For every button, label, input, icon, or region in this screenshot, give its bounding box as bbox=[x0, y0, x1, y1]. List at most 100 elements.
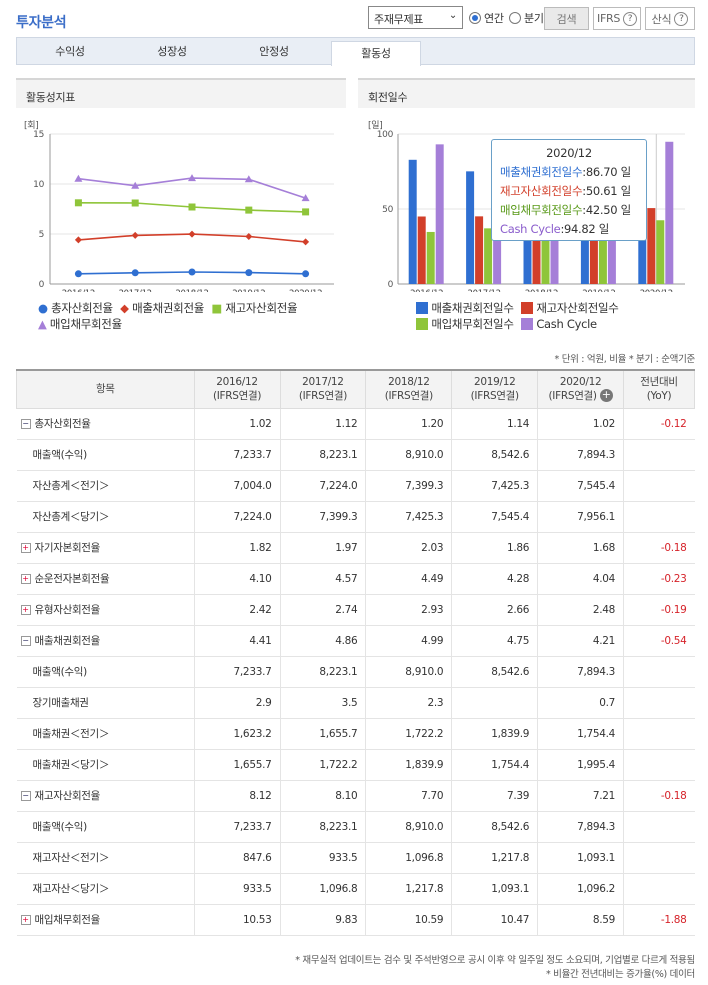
value-cell: 8,542.6 bbox=[451, 656, 538, 688]
row-label: 매출액(수익) bbox=[16, 811, 195, 843]
table-row: + 유형자산회전율 2.42 2.74 2.93 2.66 2.48 -0.19 bbox=[16, 594, 695, 626]
row-label-text: 자산총계＜전기＞ bbox=[32, 480, 110, 492]
units-note: * 단위 : 억원, 비율 * 분기 : 순액기준 bbox=[554, 354, 696, 365]
row-label: 장기매출채권 bbox=[16, 687, 195, 719]
x-tick-label: 2018/12 bbox=[525, 289, 558, 292]
value-cell: 0.7 bbox=[537, 687, 624, 719]
bar bbox=[475, 216, 484, 284]
tooltip-title: 2020/12 bbox=[546, 146, 592, 160]
legend-label: 매출채권회전율 bbox=[132, 301, 205, 315]
value-cell: 1.68 bbox=[537, 532, 624, 564]
data-point bbox=[74, 236, 82, 244]
value-cell: 1,754.4 bbox=[537, 718, 624, 750]
tab-bar: 수익성 성장성 안정성 활동성 bbox=[16, 37, 695, 66]
row-label: + 유형자산회전율 bbox=[16, 594, 195, 626]
value-cell: 4.57 bbox=[279, 563, 366, 595]
tab-stability[interactable]: 안정성 bbox=[259, 45, 289, 58]
bar bbox=[541, 232, 550, 284]
row-label-text: 매입채무회전율 bbox=[34, 914, 101, 926]
collapse-icon[interactable]: − bbox=[20, 419, 31, 429]
row-label-text: 유형자산회전율 bbox=[34, 604, 101, 616]
row-label-text: 총자산회전율 bbox=[34, 418, 91, 430]
value-cell: 1.02 bbox=[193, 408, 280, 440]
value-cell: 1,655.7 bbox=[193, 749, 280, 781]
row-label: 재고자산＜전기＞ bbox=[16, 842, 195, 874]
value-cell: 1,839.9 bbox=[365, 749, 452, 781]
value-cell: 7,894.3 bbox=[537, 439, 624, 471]
tooltip-row: Cash Cycle:94.82 일 bbox=[500, 221, 638, 240]
yoy-cell: -0.18 bbox=[623, 532, 695, 564]
row-label: − 매출채권회전율 bbox=[16, 625, 195, 657]
table-row: − 매출채권회전율 4.41 4.86 4.99 4.75 4.21 -0.54 bbox=[16, 625, 695, 657]
line-legend: ● 총자산회전율 ◆ 매출채권회전율 ■ 재고자산회전율 ▲ 매입채무회전율 bbox=[38, 300, 298, 332]
row-label-text: 매출액(수익) bbox=[32, 821, 88, 833]
radio-off-icon bbox=[509, 12, 521, 24]
formula-button[interactable]: 산식? bbox=[645, 7, 695, 30]
search-button[interactable]: 검색 bbox=[544, 7, 589, 30]
value-cell: 7,425.3 bbox=[451, 470, 538, 502]
x-tick-label: 2016/12 bbox=[410, 289, 443, 292]
data-point bbox=[302, 238, 310, 246]
y-axis-label: [회] bbox=[24, 120, 38, 131]
column-header-label: 전년대비 (YoY) bbox=[640, 376, 678, 403]
tab-profitability[interactable]: 수익성 bbox=[55, 45, 85, 58]
tooltip-value: :86.70 일 bbox=[582, 165, 631, 179]
yoy-cell bbox=[623, 470, 695, 502]
column-header-label: 2019/12 (IFRS연결) bbox=[470, 376, 520, 403]
series-line bbox=[78, 177, 306, 199]
tooltip-value: :94.82 일 bbox=[560, 222, 610, 236]
value-cell: 1,217.8 bbox=[365, 873, 452, 905]
yoy-cell bbox=[623, 656, 695, 688]
value-cell bbox=[451, 687, 538, 719]
legend-marker-icon: ■ bbox=[211, 301, 222, 315]
activity-line-chart: [회]15 10 5 0 2016/12 2017/12 2018/12 2019/12 202… bbox=[24, 120, 334, 292]
collapse-icon[interactable]: − bbox=[20, 636, 31, 646]
y-axis-label: [일] bbox=[368, 120, 382, 131]
yoy-cell: -0.54 bbox=[623, 625, 695, 657]
expand-icon[interactable]: + bbox=[20, 605, 31, 615]
column-header[interactable]: 2020/12 (IFRS연결) + bbox=[537, 369, 625, 409]
table-row: 매출액(수익) 7,233.7 8,223.1 8,910.0 8,542.6 7,894… bbox=[16, 656, 695, 688]
radio-annual[interactable]: 연간 bbox=[469, 10, 504, 26]
value-cell: 7,399.3 bbox=[365, 470, 452, 502]
bar bbox=[656, 220, 665, 284]
tab-activity[interactable]: 활동성 bbox=[331, 41, 421, 66]
value-cell: 7.39 bbox=[451, 780, 538, 812]
table-row: 매출액(수익) 7,233.7 8,223.1 8,910.0 8,542.6 7,894… bbox=[16, 439, 695, 471]
value-cell: 7,233.7 bbox=[193, 439, 280, 471]
value-cell: 8,223.1 bbox=[279, 656, 366, 688]
yoy-cell: -0.12 bbox=[623, 408, 695, 440]
column-header-label: 2017/12 (IFRS연결) bbox=[298, 376, 348, 403]
value-cell: 7,004.0 bbox=[193, 470, 280, 502]
legend-swatch bbox=[520, 302, 533, 314]
value-cell: 10.59 bbox=[365, 904, 452, 936]
row-label-text: 매출채권회전율 bbox=[34, 635, 101, 647]
value-cell: 2.3 bbox=[365, 687, 452, 719]
expand-icon[interactable]: + bbox=[20, 574, 31, 584]
value-cell: 1,096.8 bbox=[279, 873, 366, 905]
row-label: + 순운전자본회전율 bbox=[16, 563, 195, 595]
tooltip-row: 재고자산회전일수:50.61 일 bbox=[500, 183, 638, 202]
row-label-text: 매출액(수익) bbox=[32, 449, 88, 461]
expand-plus-icon[interactable]: + bbox=[599, 389, 613, 403]
row-label: − 총자산회전율 bbox=[16, 408, 195, 440]
expand-icon[interactable]: + bbox=[20, 915, 31, 925]
ifrs-button[interactable]: IFRS? bbox=[593, 7, 641, 30]
radio-quarter[interactable]: 분기 bbox=[509, 10, 544, 26]
formula-button-label: 산식 bbox=[651, 12, 672, 26]
value-cell: 7,224.0 bbox=[279, 470, 366, 502]
statement-type-select[interactable]: 주재무제표 ⌄ bbox=[368, 6, 463, 29]
expand-icon[interactable]: + bbox=[20, 543, 31, 553]
value-cell: 8,542.6 bbox=[451, 811, 538, 843]
collapse-icon[interactable]: − bbox=[20, 791, 31, 801]
row-label: 매출채권＜당기＞ bbox=[16, 749, 195, 781]
y-tick-label: 5 bbox=[39, 230, 44, 240]
tab-growth[interactable]: 성장성 bbox=[157, 45, 187, 58]
value-cell: 8.10 bbox=[279, 780, 366, 812]
yoy-cell bbox=[623, 749, 695, 781]
legend-label: 총자산회전율 bbox=[51, 301, 113, 315]
value-cell: 4.28 bbox=[451, 563, 538, 595]
yoy-cell: -1.88 bbox=[623, 904, 695, 936]
value-cell: 7.70 bbox=[365, 780, 452, 812]
legend-label: 매출채권회전일수 bbox=[431, 301, 514, 315]
